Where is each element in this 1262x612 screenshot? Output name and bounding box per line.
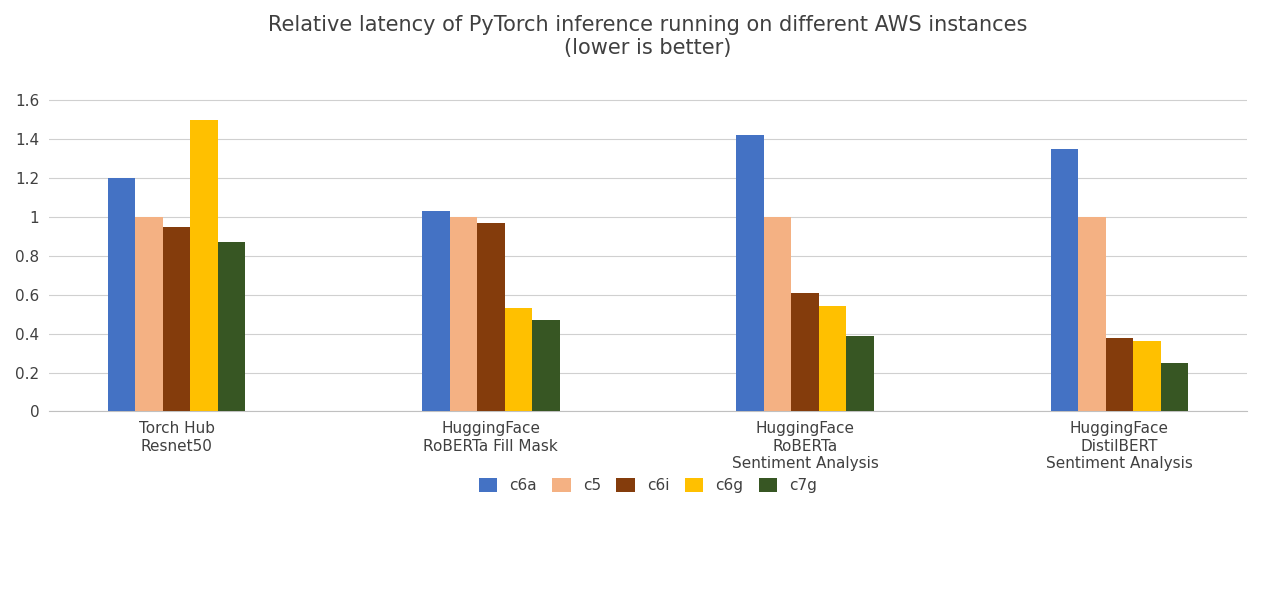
Bar [505,308,533,411]
Bar [791,293,819,411]
Bar [847,335,873,411]
Bar [1050,149,1078,411]
Bar [422,211,449,411]
Title: Relative latency of PyTorch inference running on different AWS instances
(lower : Relative latency of PyTorch inference ru… [269,15,1027,58]
Bar [218,242,245,411]
Bar [191,119,218,411]
Bar [819,307,847,411]
Bar [533,320,559,411]
Bar [449,217,477,411]
Bar [107,178,135,411]
Bar [1106,338,1133,411]
Bar [736,135,764,411]
Bar [163,226,191,411]
Legend: c6a, c5, c6i, c6g, c7g: c6a, c5, c6i, c6g, c7g [473,472,823,499]
Bar [1161,363,1188,411]
Bar [135,217,163,411]
Bar [764,217,791,411]
Bar [477,223,505,411]
Bar [1133,341,1161,411]
Bar [1078,217,1106,411]
